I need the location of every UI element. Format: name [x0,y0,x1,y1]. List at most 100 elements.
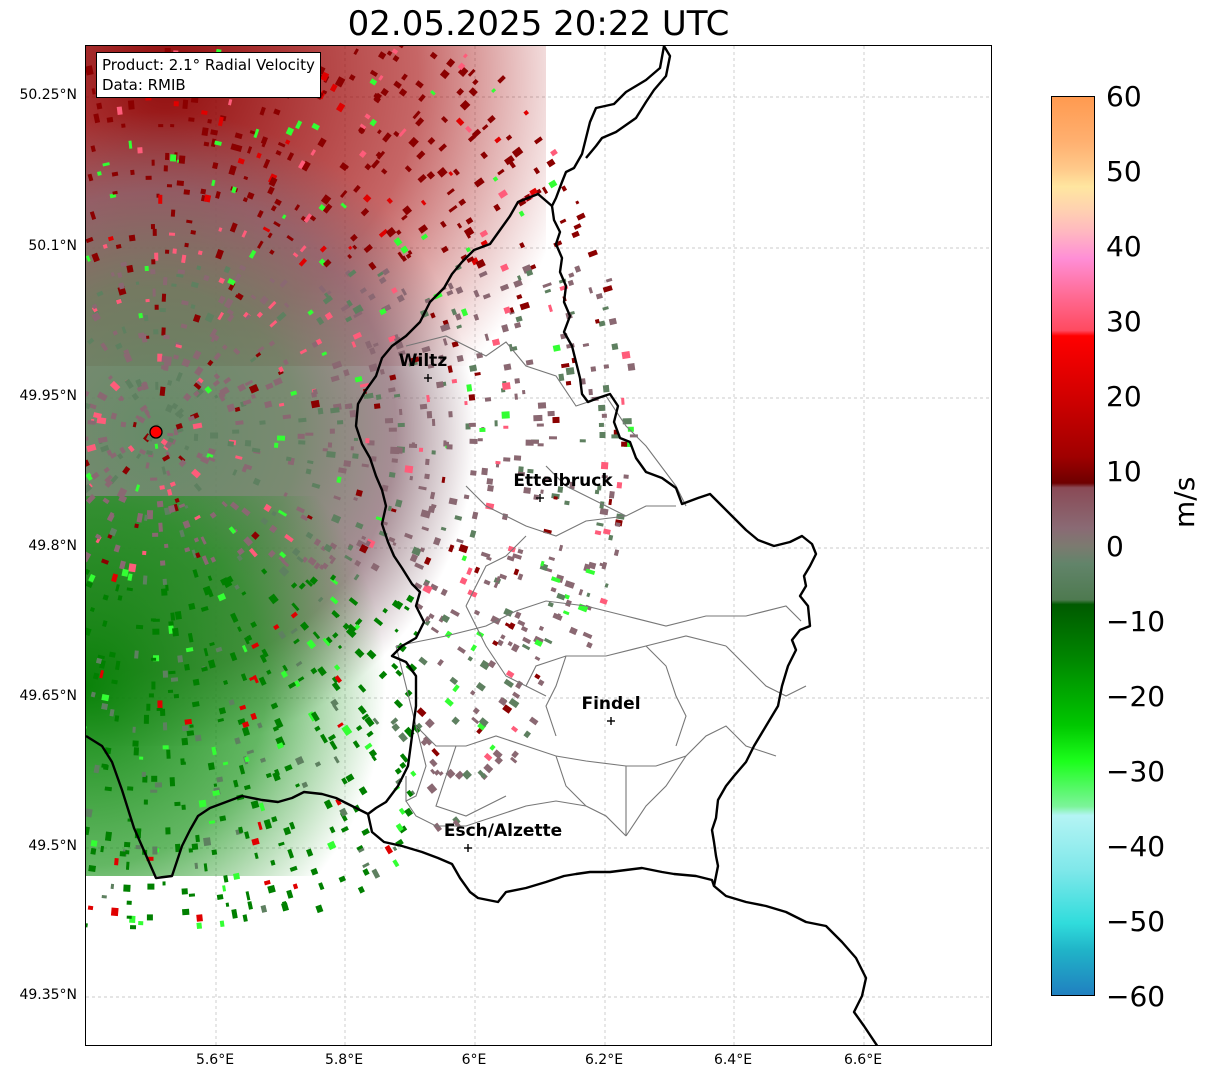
radar-pixel [375,516,384,522]
radar-pixel [440,614,451,623]
radar-pixel [354,559,362,567]
radar-pixel [118,282,125,290]
radar-pixel [191,701,200,708]
radar-pixel [431,418,436,426]
radar-pixel [487,115,496,124]
radar-pixel [217,311,224,321]
radar-pixel [259,654,267,664]
radar-pixel [93,764,100,774]
radar-pixel [292,883,299,890]
radar-pixel [146,914,153,921]
radar-pixel [523,730,531,739]
radar-pixel [300,514,309,522]
country-border [550,46,879,1045]
radar-pixel [214,140,222,146]
radar-pixel [534,656,541,662]
radar-pixel [259,420,266,425]
radar-pixel [365,392,374,399]
radar-pixel [310,867,319,876]
radar-pixel [104,479,114,488]
radar-pixel [568,272,575,278]
radar-pixel [243,175,249,181]
radar-pixel [181,358,191,368]
radar-pixel [267,232,273,239]
radar-pixel [244,636,250,645]
radar-pixel [473,289,480,298]
radar-pixel [546,158,556,168]
radar-pixel [316,316,325,326]
radar-pixel [132,740,139,747]
radar-pixel [440,220,447,228]
radar-pixel [429,51,438,60]
radar-pixel [162,670,169,678]
radar-pixel [320,194,332,205]
radar-pixel [334,76,346,88]
radar-pixel [333,664,341,671]
radar-pixel [515,680,524,690]
radar-pixel [148,693,154,698]
radar-pixel [209,511,217,519]
radar-pixel [167,689,174,694]
radar-pixel [392,55,400,62]
radar-pixel [107,236,114,242]
radar-pixel [456,354,464,363]
radar-pixel [520,625,529,633]
radar-pixel [431,747,440,757]
radar-pixel [492,749,503,760]
radar-pixel [86,581,94,589]
radar-pixel [116,106,123,115]
radar-pixel [115,298,122,305]
radar-pixel [108,527,118,537]
radar-pixel [494,420,498,427]
radar-pixel [170,677,179,682]
radar-pixel [274,717,284,729]
radar-pixel [177,269,186,275]
radar-pixel [122,466,131,475]
radar-pixel [330,407,340,414]
radar-pixel [186,730,195,737]
radar-map[interactable] [85,45,992,1046]
radar-pixel [289,821,296,830]
radar-pixel [558,544,564,552]
radar-pixel [223,298,234,309]
radar-pixel [446,289,454,296]
radar-pixel [193,390,200,397]
radar-pixel [157,353,163,362]
colorbar-tick: 10 [1106,455,1142,488]
radar-pixel [121,123,126,128]
radar-pixel [491,88,497,94]
radar-pixel [397,251,404,260]
radar-pixel [174,497,180,504]
radar-pixel [331,360,343,370]
radar-pixel [87,905,94,911]
radar-pixel [314,761,322,768]
radar-pixel [600,461,609,470]
radar-pixel [329,596,339,605]
radar-pixel [168,670,176,675]
radar-pixel [303,213,313,223]
radar-pixel [109,193,117,199]
lon-label: 5.8°E [324,1052,364,1068]
radar-pixel [127,573,133,581]
radar-pixel [293,680,301,688]
radar-pixel [273,442,279,448]
radar-pixel [298,417,307,423]
radar-pixel [170,209,176,217]
radar-pixel [495,460,501,465]
radar-pixel [267,300,277,310]
radar-pixel [124,378,134,389]
radar-pixel [598,404,606,412]
radar-pixel [503,457,511,462]
radar-pixel [329,556,336,565]
radar-pixel [465,217,474,225]
radar-pixel [613,549,620,557]
radar-pixel [296,506,305,514]
radar-pixel [416,150,426,160]
radar-pixel [443,440,447,447]
radar-pixel [461,555,468,562]
radar-pixel [335,798,342,806]
radar-pixel [333,755,340,764]
radar-pixel [151,159,155,166]
radar-pixel [623,474,629,479]
radar-pixel [201,110,208,116]
